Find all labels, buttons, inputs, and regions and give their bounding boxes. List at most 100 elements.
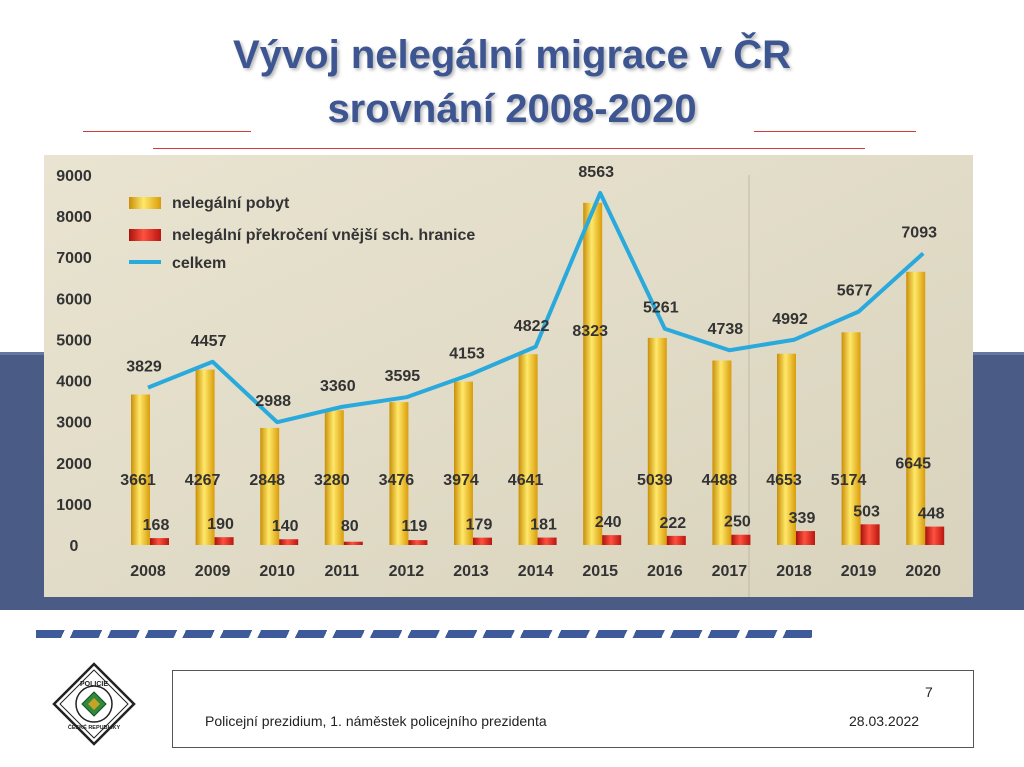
bar-hranice [214, 537, 234, 545]
bar-pobyt [583, 202, 603, 545]
y-tick-label: 9000 [56, 168, 92, 185]
bar-hranice [473, 537, 492, 545]
data-label-hranice: 448 [918, 506, 945, 523]
x-tick-label: 2014 [518, 563, 554, 580]
x-tick-label: 2020 [905, 563, 941, 580]
data-label-hranice: 80 [341, 518, 359, 535]
data-label-celkem: 3360 [320, 378, 356, 395]
data-label-celkem: 4822 [514, 318, 550, 335]
x-tick-label: 2008 [130, 563, 166, 580]
data-label-pobyt: 3280 [314, 472, 350, 489]
y-tick-label: 1000 [56, 497, 92, 514]
y-tick-label: 3000 [56, 415, 92, 432]
bar-pobyt [841, 332, 861, 545]
police-logo-icon: POLICIE ČESKÉ REPUBLIKY [52, 662, 136, 746]
bar-hranice [731, 534, 751, 545]
line-celkem [147, 190, 925, 425]
x-tick-label: 2017 [712, 563, 748, 580]
y-tick-label: 4000 [56, 374, 92, 391]
data-label-pobyt: 3974 [443, 472, 479, 489]
data-label-hranice: 181 [530, 517, 557, 534]
data-label-celkem: 7093 [901, 224, 937, 241]
bar-hranice [666, 535, 686, 545]
bar-hranice [150, 538, 169, 545]
bar-pobyt [518, 354, 538, 545]
decorative-stripe [36, 630, 812, 638]
svg-text:POLICIE: POLICIE [80, 681, 108, 688]
x-tick-label: 2013 [453, 563, 489, 580]
y-tick-label: 8000 [56, 209, 92, 226]
legend-label-pobyt: nelegální pobyt [172, 195, 290, 212]
data-label-celkem: 8563 [578, 164, 614, 181]
slide-title: Vývoj nelegální migrace v ČR srovnání 20… [0, 28, 1024, 136]
data-label-pobyt: 5039 [637, 472, 673, 489]
data-label-pobyt: 6645 [895, 456, 931, 473]
data-label-celkem: 4153 [449, 345, 485, 362]
data-label-hranice: 168 [143, 517, 170, 534]
data-label-hranice: 240 [595, 514, 622, 531]
svg-text:ČESKÉ REPUBLIKY: ČESKÉ REPUBLIKY [68, 723, 121, 731]
bar-hranice [343, 541, 363, 545]
data-label-pobyt: 5174 [831, 472, 867, 489]
x-tick-label: 2011 [324, 563, 359, 580]
bar-hranice [860, 524, 880, 545]
x-tick-label: 2015 [582, 563, 618, 580]
bar-pobyt [195, 369, 215, 545]
data-label-celkem: 3829 [126, 359, 162, 376]
plot-background [44, 155, 973, 597]
data-label-celkem: 2988 [255, 393, 291, 410]
legend-label-celkem: celkem [172, 255, 226, 272]
x-tick-label: 2012 [389, 563, 425, 580]
data-label-pobyt: 4488 [702, 472, 738, 489]
data-label-hranice: 190 [207, 516, 234, 533]
data-label-hranice: 250 [724, 514, 751, 531]
footer-date: 28.03.2022 [849, 713, 920, 729]
bar-hranice [925, 526, 945, 545]
data-label-celkem: 4738 [708, 321, 744, 338]
data-label-pobyt: 8323 [572, 323, 608, 340]
y-tick-label: 0 [70, 538, 79, 555]
bar-hranice [279, 539, 299, 545]
bar-pobyt [260, 427, 280, 545]
data-label-celkem: 5261 [643, 300, 679, 317]
title-line-2: srovnání 2008-2020 [327, 87, 697, 131]
x-tick-label: 2009 [195, 563, 231, 580]
data-label-pobyt: 4653 [766, 472, 802, 489]
data-label-hranice: 222 [659, 515, 686, 532]
bar-hranice [537, 537, 557, 545]
bar-hranice [408, 540, 428, 545]
legend-label-hranice: nelegální překročení vnější sch. hranice [172, 227, 475, 244]
x-tick-label: 2010 [259, 563, 295, 580]
title-rule-long [153, 148, 865, 149]
data-label-hranice: 140 [272, 518, 299, 535]
bar-hranice [796, 531, 815, 545]
x-tick-label: 2018 [776, 563, 812, 580]
data-label-pobyt: 3476 [379, 472, 415, 489]
y-tick-label: 7000 [56, 250, 92, 267]
data-label-celkem: 5677 [837, 283, 873, 300]
bar-pobyt [454, 381, 473, 545]
title-rule-right [754, 131, 916, 132]
bar-pobyt [777, 353, 796, 545]
y-tick-label: 5000 [56, 332, 92, 349]
bar-pobyt [906, 271, 926, 545]
legend-swatch-pobyt [129, 197, 161, 209]
bar-pobyt [712, 360, 732, 545]
data-label-celkem: 4992 [772, 311, 808, 328]
y-tick-label: 2000 [56, 456, 92, 473]
y-tick-label: 6000 [56, 291, 92, 308]
data-label-hranice: 339 [789, 510, 816, 527]
page-number: 7 [925, 684, 933, 700]
bar-pobyt [389, 402, 409, 545]
migration-chart: 0 1000 2000 3000 4000 5000 6000 7000 8000 9000 36… [44, 155, 973, 597]
data-label-pobyt: 4641 [508, 472, 544, 489]
footer-text: Policejní prezidium, 1. náměstek policej… [205, 713, 547, 729]
data-label-pobyt: 2848 [249, 472, 285, 489]
data-label-pobyt: 3661 [120, 472, 156, 489]
x-tick-label: 2019 [841, 563, 877, 580]
legend-swatch-hranice [129, 229, 161, 241]
title-line-1: Vývoj nelegální migrace v ČR [233, 33, 791, 77]
bar-pobyt [131, 394, 150, 545]
data-label-celkem: 4457 [191, 333, 227, 350]
data-label-pobyt: 4267 [185, 472, 221, 489]
